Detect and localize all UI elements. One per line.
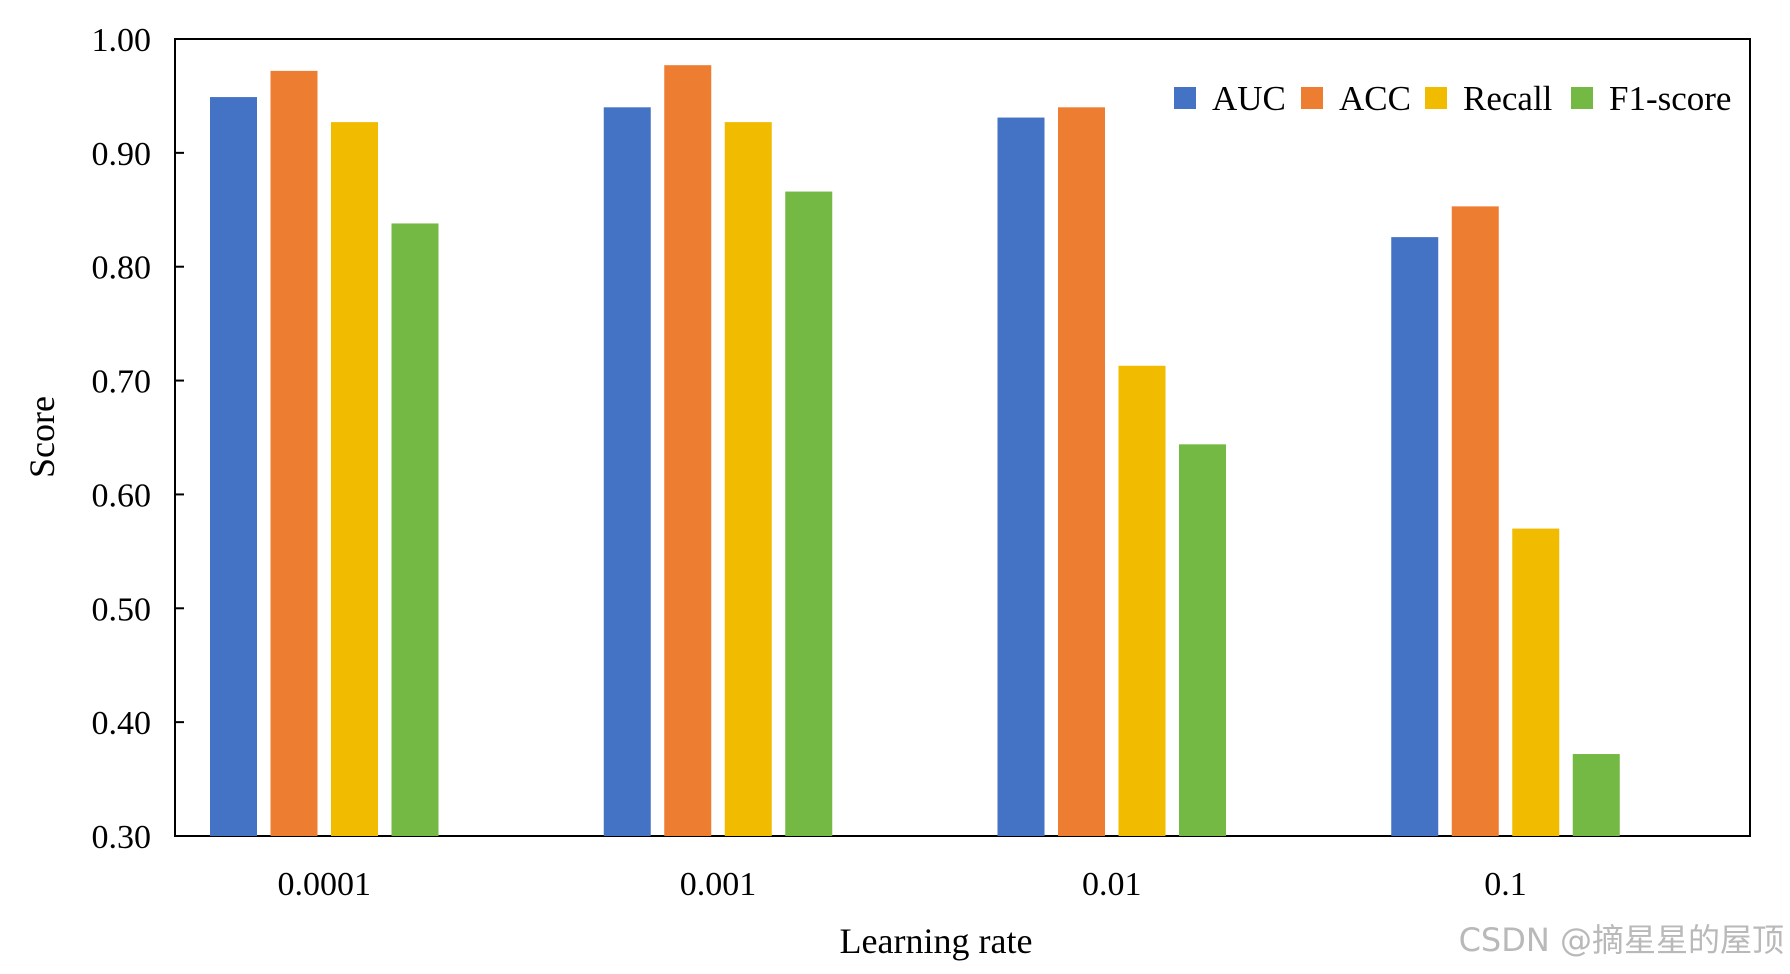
legend-label: ACC <box>1339 79 1411 118</box>
bar-f1-score-0.001 <box>785 191 833 836</box>
watermark: CSDN @摘星星的屋顶 <box>1458 921 1784 959</box>
x-tick-label: 0.0001 <box>278 866 372 903</box>
legend-swatch-auc <box>1174 87 1196 109</box>
y-axis: 0.30 0.40 0.50 0.60 0.70 0.80 0.90 1.00 <box>92 22 184 856</box>
x-axis: 0.0001 0.001 0.01 0.1 <box>278 866 1527 903</box>
x-tick-label: 0.01 <box>1082 866 1142 903</box>
y-tick-label: 0.80 <box>92 250 152 287</box>
y-tick-label: 0.90 <box>92 136 152 173</box>
bar-f1-score-0.01 <box>1179 444 1226 836</box>
bar-recall-0.0001 <box>331 122 378 836</box>
legend-label: AUC <box>1212 79 1286 118</box>
bar-recall-0.01 <box>1118 365 1166 836</box>
y-axis-title: Score <box>22 396 62 478</box>
bar-series-group <box>210 65 1620 837</box>
bar-acc-0.0001 <box>270 70 318 836</box>
bar-acc-0.001 <box>664 65 712 837</box>
y-tick-label: 0.70 <box>92 364 152 401</box>
y-tick-label: 0.40 <box>92 705 152 742</box>
y-tick-label: 0.50 <box>92 591 152 628</box>
bar-recall-0.1 <box>1512 528 1560 836</box>
bar-auc-0.001 <box>603 107 651 837</box>
legend-swatch-recall <box>1425 87 1447 109</box>
legend-label: F1-score <box>1609 79 1731 118</box>
bar-acc-0.01 <box>1058 107 1105 837</box>
bar-f1-score-0.0001 <box>391 223 439 836</box>
y-tick-label: 1.00 <box>92 22 152 59</box>
bar-acc-0.1 <box>1451 206 1499 836</box>
y-tick-label: 0.30 <box>92 819 152 856</box>
x-tick-label: 0.1 <box>1484 866 1527 903</box>
y-tick-label: 0.60 <box>92 477 152 514</box>
bar-auc-0.01 <box>997 117 1045 837</box>
bar-auc-0.1 <box>1391 237 1439 836</box>
plot-area-frame <box>174 38 1751 837</box>
x-axis-title: Learning rate <box>840 921 1033 961</box>
bar-recall-0.001 <box>724 122 772 836</box>
legend: AUC ACC Recall F1-score <box>1174 79 1731 118</box>
legend-swatch-acc <box>1301 87 1323 109</box>
bar-auc-0.0001 <box>210 97 257 837</box>
x-tick-label: 0.001 <box>680 866 757 903</box>
bar-f1-score-0.1 <box>1572 754 1620 836</box>
legend-label: Recall <box>1463 79 1553 118</box>
legend-swatch-f1-score <box>1571 87 1593 109</box>
